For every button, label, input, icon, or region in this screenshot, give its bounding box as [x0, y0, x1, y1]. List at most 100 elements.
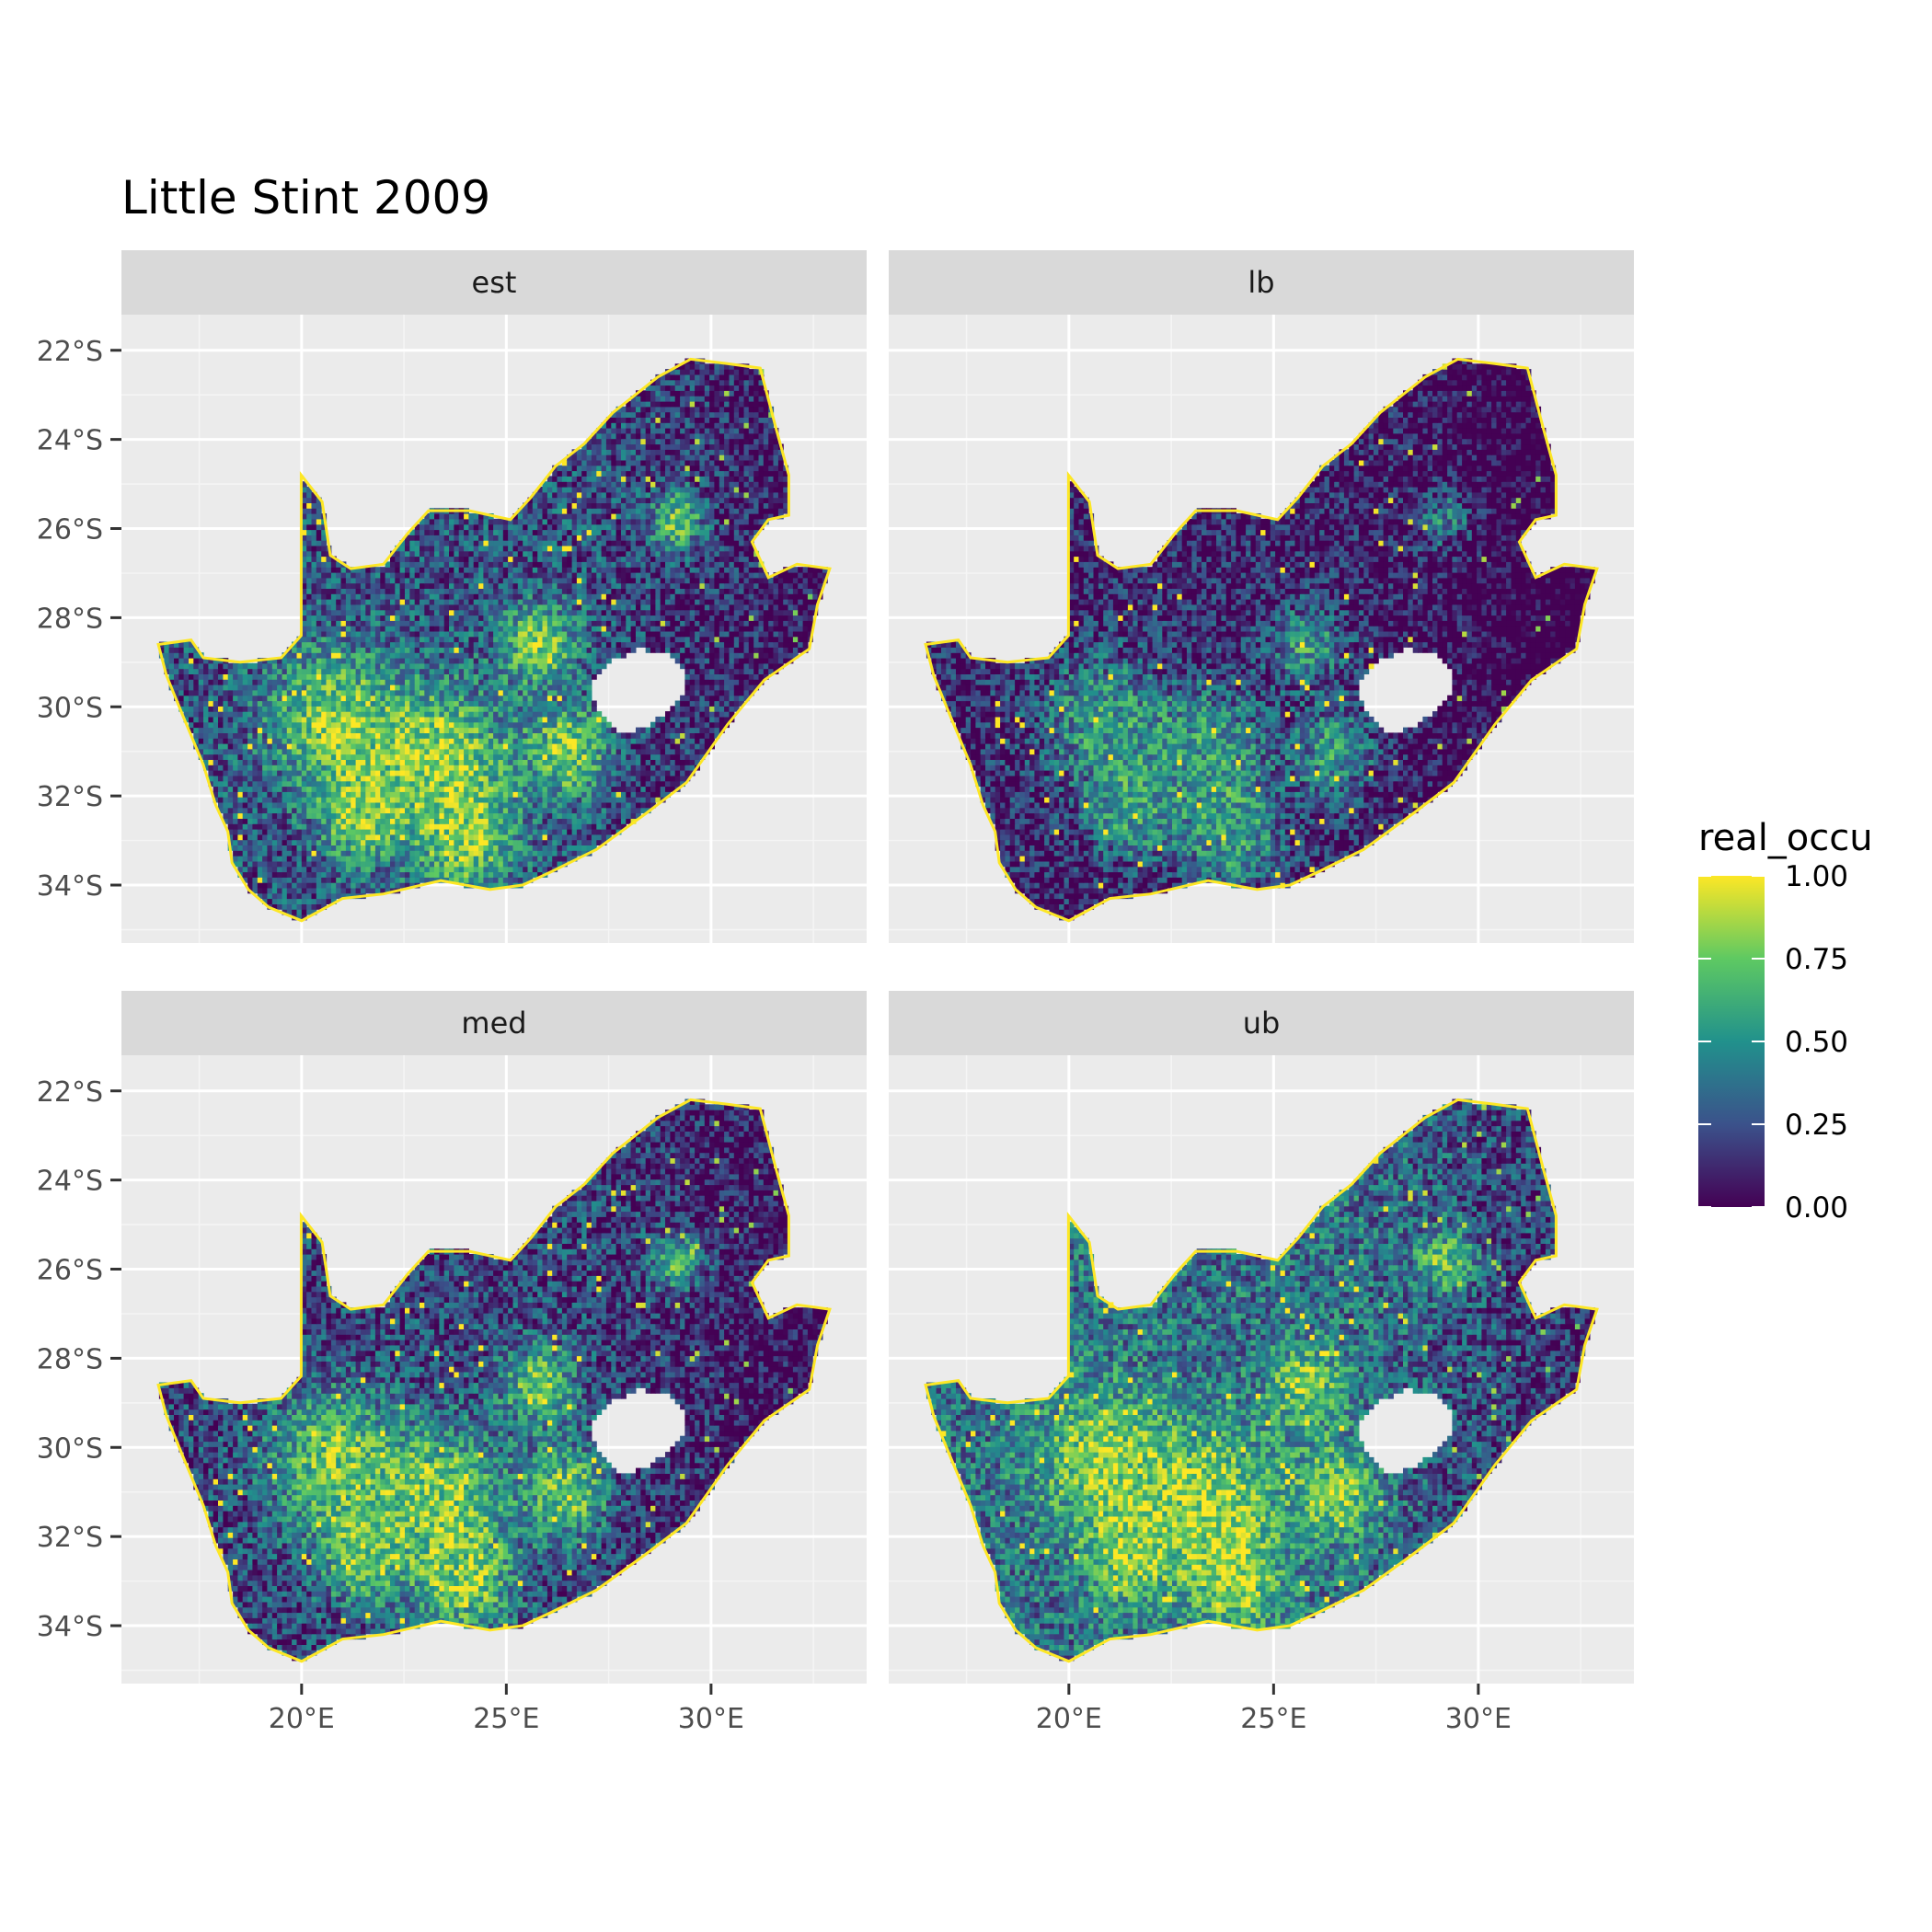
raster-cell [468, 781, 474, 787]
raster-cell [459, 840, 465, 845]
raster-cell [739, 690, 744, 696]
raster-cell [499, 743, 504, 749]
raster-cell [503, 877, 509, 882]
raster-cell [636, 728, 641, 733]
raster-cell [533, 642, 538, 648]
raster-cell [572, 701, 578, 707]
raster-cell [650, 626, 656, 631]
raster-cell [351, 791, 356, 797]
raster-cell [237, 787, 243, 792]
raster-cell [316, 696, 322, 701]
raster-cell [415, 765, 420, 770]
raster-cell [464, 743, 469, 749]
raster-cell [646, 781, 651, 787]
raster-cell [312, 722, 317, 728]
raster-cell [459, 776, 465, 781]
raster-cell [528, 658, 534, 663]
raster-cell [247, 877, 253, 882]
raster-cell [478, 754, 484, 760]
raster-cell [434, 797, 440, 802]
raster-cell [749, 615, 754, 621]
raster-cell [552, 754, 558, 760]
raster-cell [208, 728, 213, 733]
raster-cell [533, 861, 538, 867]
raster-cell [499, 797, 504, 802]
raster-cell [699, 642, 705, 648]
raster-cell [587, 647, 592, 652]
raster-cell [331, 706, 337, 711]
raster-cell [587, 743, 592, 749]
raster-cell [321, 834, 327, 840]
raster-cell [292, 813, 297, 819]
raster-cell [409, 818, 415, 823]
raster-cell [178, 696, 184, 701]
raster-cell [537, 626, 543, 631]
raster-cell [650, 770, 656, 776]
raster-cell [351, 808, 356, 813]
raster-cell [327, 893, 332, 899]
raster-cell [478, 776, 484, 781]
raster-cell [375, 754, 381, 760]
raster-cell [184, 684, 190, 690]
raster-cell [572, 770, 578, 776]
raster-cell [287, 834, 293, 840]
raster-cell [199, 684, 204, 690]
raster-cell [361, 787, 366, 792]
raster-cell [371, 701, 376, 707]
raster-cell [508, 690, 513, 696]
raster-cell [503, 765, 509, 770]
raster-cell [336, 787, 341, 792]
raster-cell [272, 679, 278, 684]
raster-cell [709, 610, 715, 615]
raster-cell [562, 813, 568, 819]
raster-cell [218, 663, 224, 669]
raster-cell [233, 776, 238, 781]
raster-cell [552, 787, 558, 792]
raster-cell [430, 856, 435, 861]
raster-cell [690, 743, 696, 749]
raster-cell [503, 861, 509, 867]
raster-cell [454, 749, 459, 754]
raster-cell [327, 690, 332, 696]
raster-cell [454, 673, 459, 679]
raster-cell [415, 781, 420, 787]
raster-cell [596, 663, 602, 669]
raster-cell [247, 829, 253, 834]
raster-cell [424, 840, 430, 845]
raster-cell [523, 631, 528, 637]
raster-cell [547, 652, 553, 658]
raster-cell [420, 765, 425, 770]
raster-cell [528, 765, 534, 770]
raster-cell [684, 637, 690, 642]
raster-cell [390, 738, 396, 743]
raster-cell [297, 845, 303, 850]
raster-cell [321, 717, 327, 722]
raster-cell [670, 743, 675, 749]
raster-cell [581, 845, 587, 850]
raster-cell [774, 652, 779, 658]
raster-cell [400, 690, 406, 696]
raster-cell [699, 732, 705, 738]
raster-cell [237, 754, 243, 760]
raster-cell [247, 818, 253, 823]
raster-cell [405, 637, 410, 642]
raster-cell [547, 850, 553, 856]
raster-cell [523, 669, 528, 674]
raster-cell [528, 610, 534, 615]
raster-cell [258, 834, 263, 840]
raster-cell [533, 631, 538, 637]
raster-cell [592, 673, 597, 679]
raster-cell [602, 802, 607, 808]
raster-cell [312, 802, 317, 808]
raster-cell [415, 610, 420, 615]
raster-cell [371, 738, 376, 743]
raster-cell [646, 732, 651, 738]
raster-cell [439, 834, 444, 840]
raster-cell [405, 834, 410, 840]
raster-cell [277, 679, 282, 684]
raster-cell [454, 690, 459, 696]
raster-cell [409, 679, 415, 684]
raster-cell [606, 738, 612, 743]
raster-cell [690, 610, 696, 615]
raster-cell [287, 808, 293, 813]
